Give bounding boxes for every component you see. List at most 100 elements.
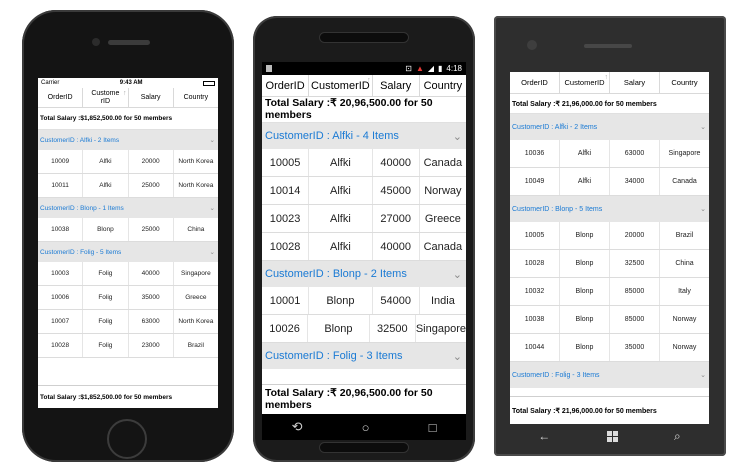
group-header[interactable]: CustomerID : Folig - 5 Items ⌄: [38, 242, 218, 262]
chevron-down-icon[interactable]: ⌄: [700, 124, 706, 131]
table-row[interactable]: 10005 Alfki 40000 Canada: [262, 149, 466, 177]
table-row[interactable]: 10044 Blonp 35000 Norway: [510, 334, 709, 362]
search-icon[interactable]: ⌕: [674, 428, 681, 443]
header-country[interactable]: Country: [423, 79, 463, 92]
cell-country: China: [187, 226, 205, 233]
cell-customerid: Alfki: [560, 140, 610, 167]
front-camera: [527, 40, 537, 50]
table-row[interactable]: 10038 Blonp 85000 Norway: [510, 306, 709, 334]
table-summary-row: Total Salary :$1,852,500.00 for 50 membe…: [38, 108, 218, 130]
group-header[interactable]: CustomerID : Blonp - 1 Items ⌄: [38, 198, 218, 218]
group-header[interactable]: CustomerID : Folig - 3 Items ⌄: [510, 362, 709, 388]
cell-salary: 63000: [610, 140, 660, 167]
cell-country: Singapore: [668, 150, 701, 157]
cell-country: China: [675, 260, 694, 267]
group-header[interactable]: CustomerID : Alfki - 4 Items ⌄: [262, 123, 466, 149]
header-orderid[interactable]: OrderID: [38, 88, 84, 107]
cell-customerid: Alfki: [309, 233, 373, 260]
cell-customerid: Alfki: [560, 168, 610, 195]
cell-salary: 40000: [373, 233, 420, 260]
caption-summary: Total Salary :₹ 20,96,500.00 for 50 memb…: [262, 384, 466, 414]
table-row[interactable]: 10028 Alfki 40000 Canada: [262, 233, 466, 261]
chevron-down-icon[interactable]: ⌄: [209, 249, 215, 256]
cell-customerid: Blonp: [560, 222, 610, 249]
sort-ascending-icon: ↑: [604, 74, 609, 81]
group-header[interactable]: CustomerID : Blonp - 2 Items ⌄: [262, 261, 466, 287]
table-row[interactable]: 10032 Blonp 85000 Italy: [510, 278, 709, 306]
table-row[interactable]: 10028 Folig 23000 Brazil: [38, 334, 218, 358]
group-title: CustomerID : Blonp - 2 Items: [265, 268, 407, 280]
back-icon[interactable]: ⟲: [291, 419, 303, 434]
recent-apps-icon[interactable]: □: [428, 419, 437, 435]
windows-start-icon[interactable]: [606, 430, 618, 442]
cell-orderid: 10007: [38, 310, 84, 333]
cell-orderid: 10005: [262, 149, 310, 176]
chevron-down-icon[interactable]: ⌄: [209, 137, 215, 144]
group-title: CustomerID : Alfki - 4 Items: [265, 130, 399, 142]
home-button[interactable]: [107, 419, 147, 459]
table-row[interactable]: 10026 Blonp 32500 Singapore: [262, 315, 466, 343]
cell-customerid: Folig: [83, 262, 129, 285]
android-nav-bar: ⟲ ○ □: [262, 414, 466, 440]
status-time: 9:43 AM: [119, 80, 143, 86]
header-salary[interactable]: Salary: [610, 72, 660, 93]
cell-customerid: Blonp: [560, 278, 610, 305]
header-country[interactable]: Country: [183, 94, 209, 101]
header-customerid[interactable]: CustomerID ↑: [309, 75, 373, 96]
group-title: CustomerID : Folig - 5 Items: [40, 248, 122, 256]
home-icon[interactable]: ○: [361, 419, 370, 435]
group-header[interactable]: CustomerID : Alfki - 2 Items ⌄: [38, 130, 218, 150]
table-row[interactable]: 10007 Folig 63000 North Korea: [38, 310, 218, 334]
table-row[interactable]: 10011 Alfki 25000 North Korea: [38, 174, 218, 198]
chevron-down-icon[interactable]: ⌄: [452, 268, 462, 281]
table-row[interactable]: 10028 Blonp 32500 China: [510, 250, 709, 278]
chevron-down-icon[interactable]: ⌄: [700, 206, 706, 213]
table-row[interactable]: 10006 Folig 35000 Greece: [38, 286, 218, 310]
table-row[interactable]: 10023 Alfki 27000 Greece: [262, 205, 466, 233]
table-row[interactable]: 10009 Alfki 20000 North Korea: [38, 150, 218, 174]
table-row[interactable]: 10003 Folig 40000 Singapore: [38, 262, 218, 286]
group-header[interactable]: CustomerID : Alfki - 2 Items ⌄: [510, 114, 709, 140]
cell-salary: 85000: [610, 306, 660, 333]
cell-orderid: 10038: [510, 306, 560, 333]
group-title: CustomerID : Blonp - 1 Items: [40, 204, 124, 212]
cell-salary: 25000: [129, 218, 174, 241]
header-salary[interactable]: Salary: [129, 88, 174, 107]
caption-summary: Total Salary :$1,852,500.00 for 50 membe…: [38, 385, 218, 408]
table-row[interactable]: 10036 Alfki 63000 Singapore: [510, 140, 709, 168]
back-icon[interactable]: ←: [538, 429, 551, 443]
grid-body: CustomerID : Alfki - 2 Items ⌄ 10009 Alfki 2…: [38, 130, 218, 358]
chevron-down-icon[interactable]: ⌄: [452, 130, 462, 143]
earpiece-speaker: [584, 44, 632, 48]
header-customerid[interactable]: CustomerID ↑: [83, 88, 129, 107]
header-orderid[interactable]: OrderID: [262, 75, 310, 96]
header-customerid[interactable]: CustomerID ↑: [560, 72, 610, 93]
chevron-down-icon[interactable]: ⌄: [700, 372, 706, 379]
cell-country: Norway: [424, 184, 462, 197]
group-header[interactable]: CustomerID : Folig - 3 Items ⌄: [262, 343, 466, 369]
group-header[interactable]: CustomerID : Blonp - 5 Items ⌄: [510, 196, 709, 222]
cell-customerid: Folig: [83, 334, 129, 357]
status-time: 4:18: [446, 64, 462, 73]
cell-customerid: Folig: [83, 286, 129, 309]
cell-customerid: Blonp: [308, 315, 370, 342]
header-country[interactable]: Country: [671, 78, 698, 87]
cell-salary: 27000: [373, 205, 420, 232]
table-row[interactable]: 10014 Alfki 45000 Norway: [262, 177, 466, 205]
notification-icon: [266, 65, 272, 72]
table-row[interactable]: 10005 Blonp 20000 Brazil: [510, 222, 709, 250]
table-row[interactable]: 10049 Alfki 34000 Canada: [510, 168, 709, 196]
cell-salary: 54000: [373, 287, 420, 314]
header-salary[interactable]: Salary: [373, 75, 420, 96]
chevron-down-icon[interactable]: ⌄: [209, 205, 215, 212]
cell-country: Canada: [423, 240, 463, 253]
ios-screen: Carrier 9:43 AM OrderID CustomerID ↑ Sala…: [38, 78, 218, 408]
grid-body: CustomerID : Alfki - 4 Items ⌄ 10005 Alfki 4…: [262, 123, 466, 369]
cell-salary: 35000: [610, 334, 660, 361]
chevron-down-icon[interactable]: ⌄: [452, 350, 462, 363]
table-row[interactable]: 10038 Blonp 25000 China: [38, 218, 218, 242]
cell-country: North Korea: [178, 318, 214, 325]
table-row[interactable]: 10001 Blonp 54000 India: [262, 287, 466, 315]
header-orderid[interactable]: OrderID: [510, 72, 560, 93]
